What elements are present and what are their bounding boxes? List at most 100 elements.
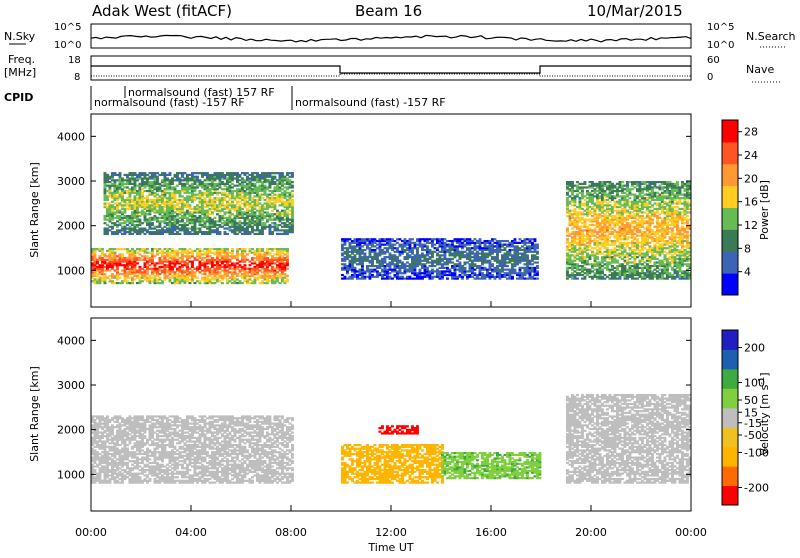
data-cell [131, 199, 134, 201]
data-cell [511, 263, 514, 265]
data-cell [196, 280, 199, 282]
data-cell [111, 226, 114, 228]
data-cell [241, 172, 244, 174]
data-cell [249, 177, 252, 179]
data-cell [424, 254, 427, 256]
data-cell [226, 201, 229, 203]
data-cell [569, 267, 572, 269]
data-cell [346, 238, 349, 240]
date-title: 10/Mar/2015 [587, 2, 683, 20]
data-cell [391, 269, 394, 271]
data-cell [154, 226, 157, 228]
data-cell [164, 252, 167, 254]
data-cell [211, 282, 214, 284]
data-cell [234, 185, 237, 187]
data-cell [221, 255, 224, 257]
data-cell [451, 252, 454, 254]
data-cell [109, 181, 112, 183]
data-cell [271, 219, 274, 221]
data-cell [126, 248, 129, 250]
data-cell [584, 272, 587, 274]
data-cell [366, 256, 369, 258]
data-cell [154, 172, 157, 174]
data-cell [284, 253, 287, 255]
data-cell [136, 185, 139, 187]
data-cell [484, 240, 487, 242]
data-cell [599, 201, 602, 203]
data-cell [229, 277, 232, 279]
data-cell [179, 199, 182, 201]
data-cell [566, 197, 569, 199]
data-cell [146, 177, 149, 179]
data-cell [604, 190, 607, 192]
data-cell [234, 255, 237, 257]
data-cell [199, 248, 202, 250]
data-cell [494, 245, 497, 247]
data-cell [121, 280, 124, 282]
data-cell [406, 276, 409, 278]
data-cell [186, 262, 189, 264]
data-cell [369, 265, 372, 267]
data-cell [266, 201, 269, 203]
data-cell [116, 255, 119, 257]
data-cell [509, 269, 512, 271]
data-cell [454, 263, 457, 265]
data-cell [411, 242, 414, 244]
data-cell [346, 247, 349, 249]
data-cell [264, 211, 267, 213]
data-cell [566, 245, 569, 247]
data-cell [419, 238, 422, 240]
data-cell [204, 179, 207, 181]
data-cell [586, 226, 589, 228]
data-cell [571, 227, 574, 229]
data-cell [571, 231, 574, 233]
data-cell [151, 268, 154, 270]
data-cell [466, 274, 469, 276]
data-cell [511, 249, 514, 251]
data-cell [164, 229, 167, 231]
data-cell [216, 197, 219, 199]
data-cell [134, 177, 137, 179]
data-cell [216, 224, 219, 226]
data-cell [284, 219, 287, 221]
data-cell [126, 231, 129, 233]
data-cell [136, 248, 139, 250]
data-cell [184, 261, 187, 263]
noise-search-label: N.Search [746, 30, 796, 43]
data-cell [159, 183, 162, 185]
data-cell [219, 231, 222, 233]
data-cell [166, 183, 169, 185]
data-cell [594, 227, 597, 229]
data-cell [196, 176, 199, 178]
data-cell [401, 272, 404, 274]
data-cell [196, 172, 199, 174]
data-cell [386, 269, 389, 271]
data-cell [129, 215, 132, 217]
data-cell [184, 197, 187, 199]
data-cell [479, 265, 482, 267]
data-cell [251, 268, 254, 270]
data-cell [504, 252, 507, 254]
data-cell [226, 186, 229, 188]
data-cell [596, 261, 599, 263]
data-cell [124, 257, 127, 259]
data-cell [576, 252, 579, 254]
data-cell [229, 271, 232, 273]
data-cell [226, 248, 229, 250]
data-cell [526, 278, 529, 280]
data-cell [161, 269, 164, 271]
data-cell [116, 179, 119, 181]
data-cell [491, 263, 494, 265]
data-cell [534, 261, 537, 263]
data-cell [111, 280, 114, 282]
data-cell [279, 172, 282, 174]
data-cell [434, 260, 437, 262]
data-cell [379, 272, 382, 274]
data-cell [566, 215, 569, 217]
data-cell [199, 190, 202, 192]
data-cell [181, 248, 184, 250]
data-cell [221, 282, 224, 284]
data-cell [231, 186, 234, 188]
data-cell [211, 257, 214, 259]
data-cell [124, 179, 127, 181]
